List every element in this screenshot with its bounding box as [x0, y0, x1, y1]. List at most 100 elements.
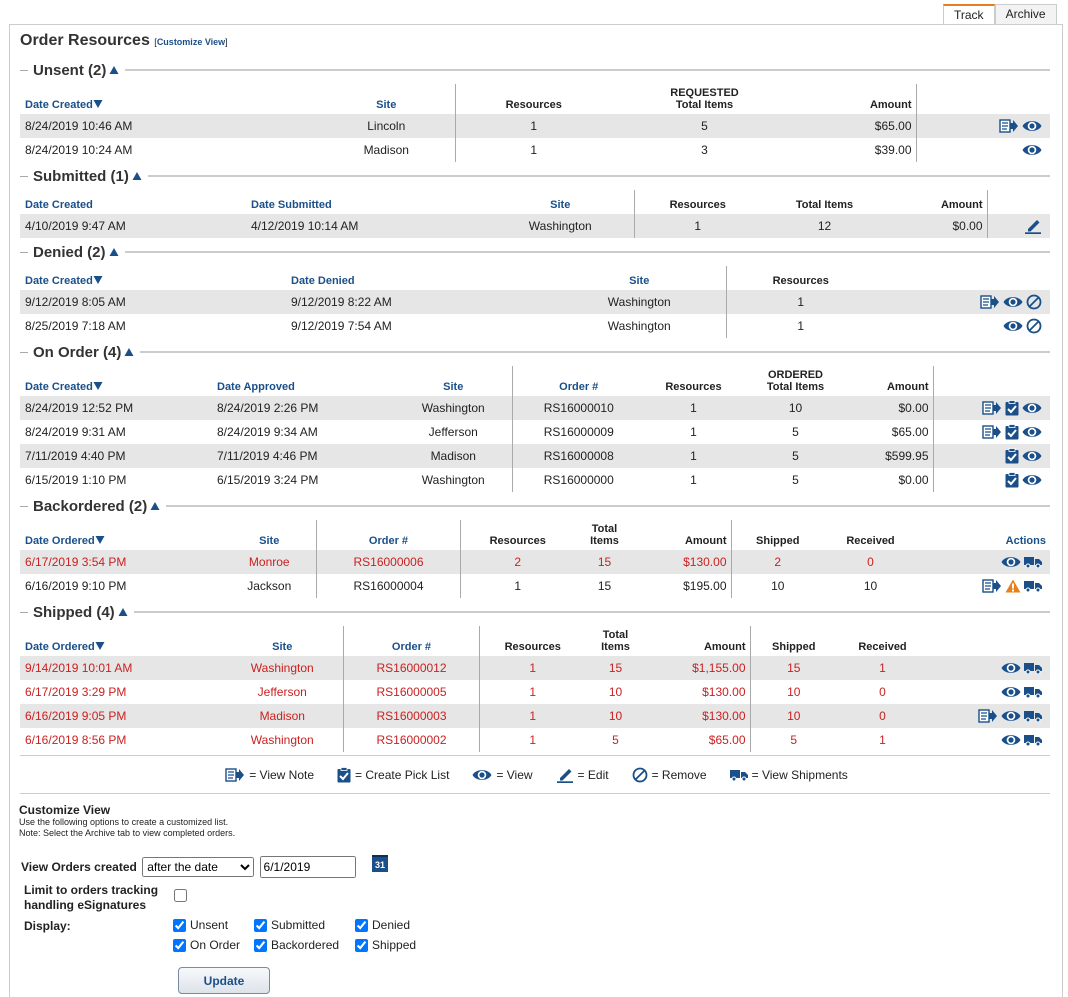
cell: RS16000003: [342, 704, 479, 728]
header-label: Date Created: [25, 381, 93, 393]
esign-checkbox[interactable]: [174, 889, 187, 902]
icon-truck[interactable]: [1024, 734, 1042, 746]
column-header[interactable]: Order #: [511, 366, 644, 396]
header-label: Site: [376, 99, 397, 111]
orders-table: Date Created Site Resources REQUESTED Total …: [20, 84, 1050, 162]
display-checkbox[interactable]: [254, 918, 267, 932]
cell: 10: [585, 704, 645, 728]
icon-pick[interactable]: [1005, 448, 1019, 464]
header-label: Resources: [665, 381, 722, 393]
column-header[interactable]: Actions: [917, 520, 1050, 550]
column-header[interactable]: Date Created: [20, 190, 246, 214]
icon-up[interactable]: [109, 65, 119, 75]
column-header: Resources: [725, 266, 874, 290]
cell: 10: [749, 680, 836, 704]
icon-pick[interactable]: [1005, 400, 1019, 416]
column-header[interactable]: Date Created: [20, 266, 286, 290]
icon-view[interactable]: [1001, 661, 1021, 675]
display-checkbox[interactable]: [254, 938, 267, 952]
icon-view[interactable]: [1001, 733, 1021, 747]
actions-cell: [928, 704, 1050, 728]
icon-view[interactable]: [1022, 119, 1042, 133]
icon-note[interactable]: [982, 579, 1002, 593]
icon-truck[interactable]: [1024, 710, 1042, 722]
icon-view[interactable]: [1022, 401, 1042, 415]
icon-note[interactable]: [999, 119, 1019, 133]
created-date[interactable]: [259, 856, 356, 878]
customize-note: Use the following options to create a cu…: [19, 817, 229, 827]
column-header[interactable]: Date Created: [20, 366, 212, 396]
column-header[interactable]: Order #: [315, 520, 460, 550]
icon-truck[interactable]: [1024, 556, 1042, 568]
icon-view[interactable]: [1001, 709, 1021, 723]
column-header[interactable]: Site: [317, 84, 455, 114]
column-header: Received: [823, 520, 917, 550]
icon-edit[interactable]: [1024, 218, 1042, 234]
column-header[interactable]: Date Ordered: [20, 520, 222, 550]
legend-item: = View Note: [222, 768, 314, 782]
update-button[interactable]: Update: [178, 967, 270, 994]
column-header[interactable]: Date Created: [20, 84, 317, 114]
icon-truck[interactable]: [1024, 580, 1042, 592]
icon-down: [93, 99, 103, 109]
icon-view[interactable]: [1001, 555, 1021, 569]
icon-pick[interactable]: [1005, 472, 1019, 488]
actions-cell: [986, 214, 1050, 238]
icon-up[interactable]: [124, 347, 134, 357]
column-header[interactable]: Site: [394, 366, 512, 396]
header-label: Site: [272, 641, 293, 653]
icon-note[interactable]: [982, 401, 1002, 415]
column-header[interactable]: Order #: [342, 626, 479, 656]
icon-view[interactable]: [1022, 473, 1042, 487]
icon-up[interactable]: [109, 247, 119, 257]
tab[interactable]: Archive: [994, 4, 1057, 24]
actions-cell: [928, 728, 1050, 752]
icon-view[interactable]: [1022, 425, 1042, 439]
column-header: Total Items: [760, 190, 888, 214]
display-checkbox[interactable]: [355, 918, 368, 932]
calendar-button[interactable]: 31: [372, 855, 388, 872]
column-header: [928, 626, 1050, 656]
icon-view[interactable]: [1022, 143, 1042, 157]
icon-view[interactable]: [1001, 685, 1021, 699]
icon-up[interactable]: [132, 171, 142, 181]
display-checkbox[interactable]: [173, 938, 186, 952]
icon-up[interactable]: [118, 607, 128, 617]
orders-table: Date Ordered Site Order # Resources Total Ite…: [20, 520, 1050, 598]
icon-up[interactable]: [150, 501, 160, 511]
column-header[interactable]: Site: [221, 626, 343, 656]
icon-pick[interactable]: [1005, 424, 1019, 440]
icon-view[interactable]: [1003, 319, 1023, 333]
tab[interactable]: Track: [943, 4, 995, 24]
header-label: Site: [629, 275, 650, 287]
icon-truck[interactable]: [1024, 686, 1042, 698]
icon-remove[interactable]: [1026, 318, 1042, 334]
display-checkbox[interactable]: [173, 918, 186, 932]
cell: RS16000004: [315, 574, 460, 598]
customize-link[interactable]: Customize View: [156, 37, 226, 47]
icon-remove[interactable]: [1026, 294, 1042, 310]
column-header[interactable]: Site: [552, 266, 726, 290]
column-header[interactable]: Date Ordered: [20, 626, 221, 656]
icon-note[interactable]: [980, 295, 1000, 309]
column-header[interactable]: Site: [486, 190, 634, 214]
cell: 5: [611, 114, 797, 138]
cell: 1: [644, 444, 742, 468]
column-header[interactable]: Site: [222, 520, 316, 550]
column-header: ORDERED Total Items: [742, 366, 848, 396]
icon-note[interactable]: [978, 709, 998, 723]
icon-note[interactable]: [982, 425, 1002, 439]
customize-view: Customize View Use the following options…: [19, 803, 235, 839]
icon-truck[interactable]: [1024, 662, 1042, 674]
display-text: Shipped: [372, 938, 417, 952]
icon-view[interactable]: [1022, 449, 1042, 463]
header-label: Amount: [684, 535, 727, 547]
column-header[interactable]: Date Denied: [286, 266, 552, 290]
cell: 15: [574, 550, 634, 574]
created-select[interactable]: after the date: [142, 857, 255, 877]
icon-view[interactable]: [1003, 295, 1023, 309]
column-header[interactable]: Date Approved: [212, 366, 394, 396]
column-header[interactable]: Date Submitted: [246, 190, 486, 214]
column-header: Resources: [633, 190, 760, 214]
display-checkbox[interactable]: [355, 938, 368, 952]
